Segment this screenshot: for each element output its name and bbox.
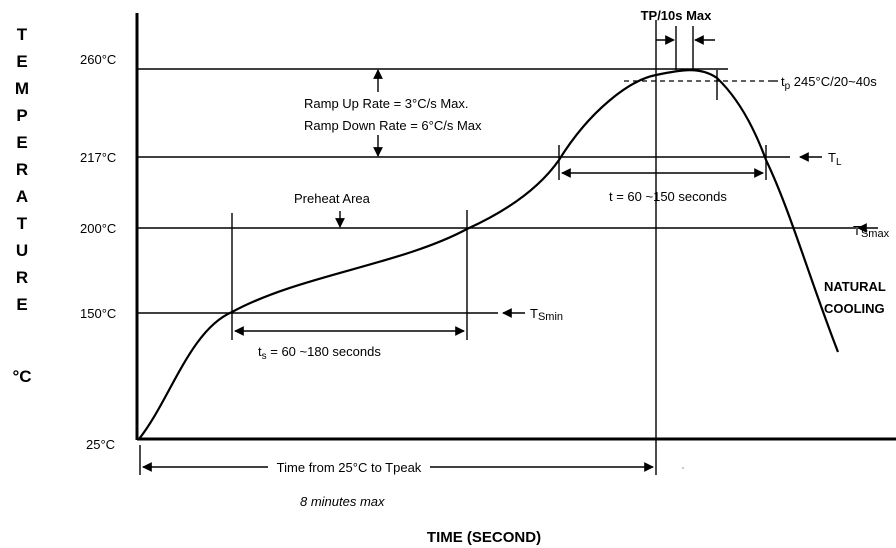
time-to-peak-label: Time from 25°C to Tpeak [277, 460, 422, 475]
ramp-down-label: Ramp Down Rate = 6°C/s Max [304, 118, 482, 133]
natural-cooling-label-2: COOLING [824, 301, 885, 316]
tp-max-label: TP/10s Max [641, 8, 713, 23]
y-tick-25: 25°C [86, 437, 115, 452]
vertical-letter: E [16, 52, 27, 71]
vertical-letter: T [17, 214, 28, 233]
ramp-up-label: Ramp Up Rate = 3°C/s Max. [304, 96, 469, 111]
y-tick-200: 200°C [80, 221, 116, 236]
y-tick-150: 150°C [80, 306, 116, 321]
vertical-unit: °C [12, 367, 31, 386]
stray-mark [682, 467, 684, 469]
vertical-letter: U [16, 241, 28, 260]
y-tick-260: 260°C [80, 52, 116, 67]
vertical-letter: T [17, 25, 28, 44]
vertical-axis-label: T E M P E R A T U R E °C [12, 25, 31, 386]
preheat-label: Preheat Area [294, 191, 371, 206]
tl-label: TL [828, 150, 842, 168]
eight-minutes-label: 8 minutes max [300, 494, 385, 509]
y-tick-217: 217°C [80, 150, 116, 165]
ts-label: ts = 60 ~180 seconds [258, 344, 381, 362]
tsmax-label: TSmax [853, 223, 890, 240]
vertical-letter: R [16, 268, 28, 287]
natural-cooling-label-1: NATURAL [824, 279, 886, 294]
vertical-letter: M [15, 79, 29, 98]
vertical-letter: E [16, 133, 27, 152]
vertical-letter: E [16, 295, 27, 314]
tsmin-label: TSmin [530, 306, 563, 323]
vertical-letter: A [16, 187, 28, 206]
x-axis-title: TIME (SECOND) [427, 529, 541, 546]
t-liquidus-label: t = 60 ~150 seconds [609, 189, 727, 204]
vertical-letter: R [16, 160, 28, 179]
vertical-letter: P [16, 106, 27, 125]
reflow-curve [138, 69, 840, 440]
tp-245-label: tp 245°C/20~40s [781, 74, 877, 92]
